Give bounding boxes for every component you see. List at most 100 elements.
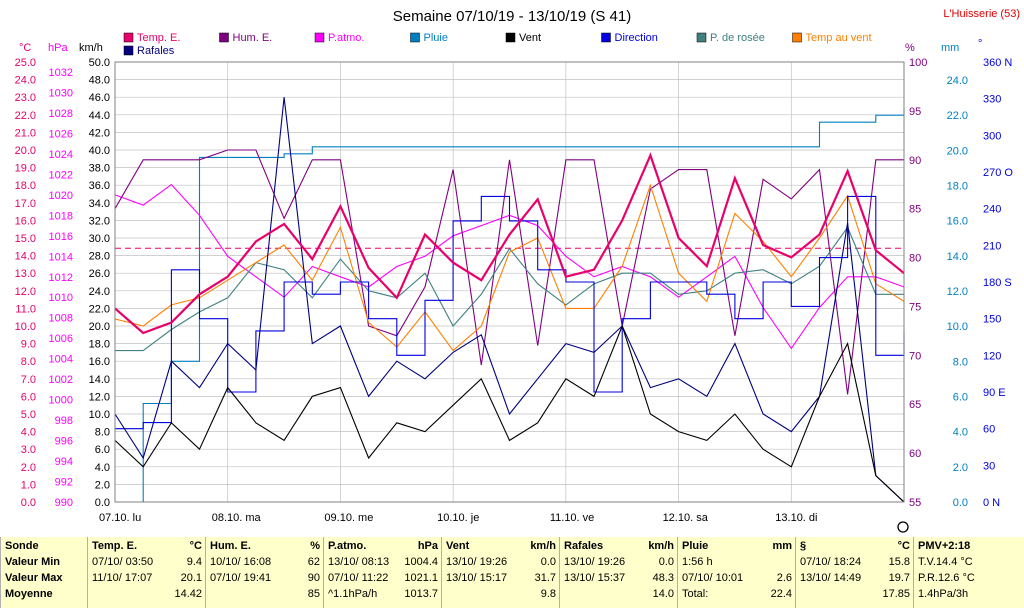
patmo-tick: 1024 <box>49 149 73 161</box>
weather-chart: Semaine 07/10/19 - 13/10/19 (S 41) L'Hui… <box>15 8 1020 533</box>
panel-header: Rafales <box>564 540 604 552</box>
legend-swatch <box>792 32 802 43</box>
legend-label: P. de rosée <box>710 32 765 44</box>
dir-tick: 60 <box>983 424 995 436</box>
patmo-tick: 1028 <box>49 108 73 120</box>
legend-label: Vent <box>519 32 541 44</box>
legend-label: P.atmo. <box>328 32 365 44</box>
pluie-tick: 16.0 <box>947 216 968 228</box>
right-axes: % mm ° 100 95 90 85 80 75 70 65 60 55 24.0 22.0 20.0 18.… <box>905 38 1013 509</box>
temp-tick: 14.0 <box>15 251 36 263</box>
panel-cell-value: 9.4 <box>186 556 202 568</box>
temp-tick: 3.0 <box>21 444 36 456</box>
panel-cell-left: Total: <box>682 588 709 600</box>
vent-tick: 16.0 <box>89 356 110 368</box>
patmo-tick: 1010 <box>49 292 73 304</box>
panel-header: PMV+2:18 <box>918 540 971 552</box>
temp-tick: 24.0 <box>15 75 36 87</box>
dir-tick: 360 N <box>983 57 1012 69</box>
vent-tick: 8.0 <box>95 427 110 439</box>
patmo-tick: 1032 <box>49 67 73 79</box>
panel-cell-value: 1013.7 <box>404 588 438 600</box>
legend-swatch <box>696 32 707 43</box>
panel-cell-left: 07/10/ 10:01 <box>682 572 744 584</box>
vent-tick: 32.0 <box>89 215 110 227</box>
pluie-tick: 8.0 <box>953 356 968 368</box>
pluie-unit: mm <box>941 42 959 54</box>
vent-tick: 28.0 <box>89 251 110 263</box>
panel-cell-value: 2.6 <box>776 572 792 584</box>
series-temp-e <box>114 152 905 335</box>
legend-swatch <box>123 45 134 56</box>
x-day-label: 12.10. sa <box>663 512 709 524</box>
vent-tick: 4.0 <box>95 462 110 474</box>
vent-tick: 50.0 <box>89 57 110 69</box>
patmo-tick: 1000 <box>49 395 73 407</box>
patmo-tick: 1004 <box>49 354 73 366</box>
legend-label: Temp au vent <box>806 32 872 44</box>
temp-tick: 4.0 <box>21 427 36 439</box>
panel-cell-value: 22.4 <box>770 588 792 600</box>
left-axes: °C hPa km/h 25.0 24.0 23.0 22.0 21.0 20.0 19.0 18.… <box>15 42 110 509</box>
temp-unit: °C <box>19 42 31 54</box>
vent-tick: 26.0 <box>89 268 110 280</box>
panel-unit: °C <box>897 540 910 552</box>
temp-tick: 13.0 <box>15 268 36 280</box>
panel-cell-left: 13/10/ 15:37 <box>564 572 626 584</box>
panel-1: Temp. E. °C 07/10/ 03:50 9.4 11/10/ 17:07 20.… <box>87 537 206 608</box>
panel-cell-left: 13/10/ 08:13 <box>328 556 390 568</box>
vent-tick: 42.0 <box>89 127 110 139</box>
pluie-tick: 18.0 <box>947 181 968 193</box>
panel-unit: % <box>310 540 320 552</box>
panel-5: Rafales km/h 13/10/ 19:26 0.0 13/10/ 15:37 48… <box>559 537 678 608</box>
panel-cell-left: Valeur Max <box>5 572 63 584</box>
plot-frame <box>114 61 905 503</box>
temp-tick: 5.0 <box>21 409 36 421</box>
panel-cell-value: 14.0 <box>652 588 674 600</box>
panel-cell-left: Valeur Min <box>5 556 61 568</box>
pluie-tick: 2.0 <box>953 462 968 474</box>
temp-tick: 8.0 <box>21 356 36 368</box>
patmo-tick: 996 <box>55 436 73 448</box>
patmo-tick: 994 <box>55 456 73 468</box>
panel-cell-left: 11/10/ 17:07 <box>92 572 153 584</box>
vent-unit: km/h <box>79 42 103 54</box>
temp-tick: 12.0 <box>15 286 36 298</box>
vent-tick: 22.0 <box>89 303 110 315</box>
scroll-marker-icon[interactable] <box>897 521 909 533</box>
pluie-tick: 22.0 <box>947 110 968 122</box>
vent-tick: 40.0 <box>89 145 110 157</box>
legend-swatch <box>123 32 134 43</box>
temp-tick: 10.0 <box>15 321 36 333</box>
hum-tick: 80 <box>909 253 921 265</box>
dir-tick: 270 O <box>983 167 1013 179</box>
temp-tick: 18.0 <box>15 180 36 192</box>
panel-cell-value: 14.42 <box>174 588 202 600</box>
legend-label: Temp. E. <box>137 32 180 44</box>
temp-tick: 22.0 <box>15 110 36 122</box>
x-axis: 07.10. lu 08.10. ma 09.10. me 10.10. je 11.1… <box>99 512 817 524</box>
temp-tick: 19.0 <box>15 163 36 175</box>
hum-tick: 70 <box>909 350 921 362</box>
temp-tick: 0.0 <box>21 497 36 509</box>
legend-label: Rafales <box>137 45 175 57</box>
panel-header: Temp. E. <box>92 540 138 552</box>
chart-title: Semaine 07/10/19 - 13/10/19 (S 41) <box>393 8 632 25</box>
panel-cell-value: 17.85 <box>882 588 910 600</box>
dir-tick: 330 <box>983 94 1001 106</box>
panel-cell-value: 1021.1 <box>404 572 438 584</box>
panel-cell-value: 31.7 <box>534 572 556 584</box>
dir-tick: 0 N <box>983 497 1000 509</box>
panel-cell-value: 0.0 <box>658 556 674 568</box>
hum-tick: 55 <box>909 497 921 509</box>
panel-cell-value: 48.3 <box>652 572 674 584</box>
temp-tick: 21.0 <box>15 127 36 139</box>
patmo-tick: 1022 <box>49 169 73 181</box>
dir-tick: 240 <box>983 204 1001 216</box>
x-day-label: 07.10. lu <box>99 512 141 524</box>
panel-cell-left: 07/10/ 19:41 <box>210 572 272 584</box>
panel-unit: km/h <box>648 540 674 552</box>
pluie-tick: 12.0 <box>947 286 968 298</box>
panel-cell-left: ^1.1hPa/h <box>328 588 378 600</box>
panel-cell-left: 07/10/ 03:50 <box>92 556 154 568</box>
